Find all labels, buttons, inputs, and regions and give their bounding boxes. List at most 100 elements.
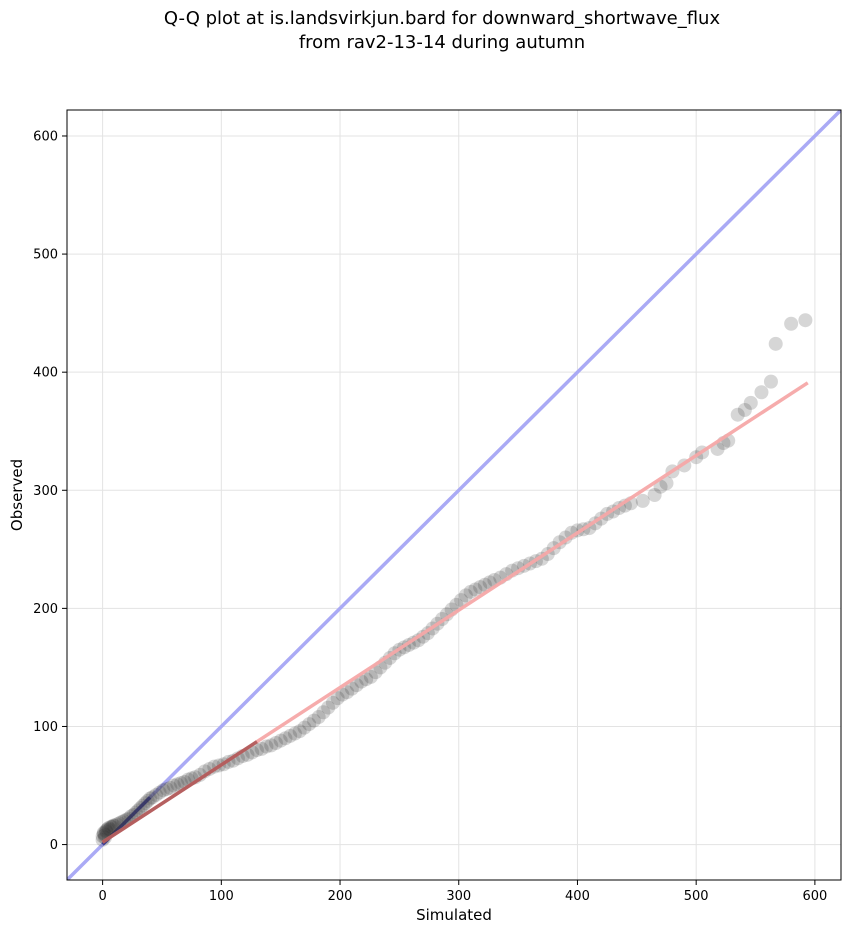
data-point-144 [763,374,778,389]
x-tick-label-0: 0 [98,889,106,904]
data-point-71 [325,695,340,710]
data-point-34 [159,782,174,797]
data-point-73 [335,687,350,702]
data-point-64 [292,724,307,739]
y-tick-label-1: 100 [33,720,58,735]
data-point-77 [354,674,369,689]
y-tick-label-2: 200 [33,602,58,617]
data-point-59 [268,736,283,751]
data-point-63 [287,726,302,741]
x-axis-label: Simulated [416,906,492,924]
data-point-13 [106,818,121,833]
data-point-6 [99,824,114,839]
y-axis-label: Observed [8,459,26,531]
data-point-62 [283,728,298,743]
data-point-37 [170,777,185,792]
data-point-75 [344,681,359,696]
data-point-130 [647,488,662,502]
data-point-98 [454,593,469,608]
fit-line-low-segment [101,740,258,844]
data-point-129 [635,493,650,508]
data-point-58 [264,738,279,753]
data-point-67 [306,713,321,728]
plot-frame [66,109,842,881]
y-axis-ticks: 0 100 200 300 400 500 600 [33,129,67,853]
data-point-14 [107,818,122,833]
data-point-147 [798,313,813,328]
data-point-28 [140,793,155,808]
data-point-26 [135,798,150,813]
data-point-15 [109,817,124,832]
data-point-36 [166,778,181,793]
data-point-142 [743,395,758,410]
y-tick-label-0: 0 [50,838,58,853]
data-point-69 [316,705,331,720]
data-point-45 [202,761,217,776]
data-point-95 [439,607,454,622]
data-point-3 [96,825,111,840]
data-point-31 [149,787,164,802]
x-tick-label-2: 200 [328,889,353,904]
data-point-33 [156,783,171,798]
x-tick-label-5: 500 [684,889,709,904]
x-axis-ticks: 0 100 200 300 400 500 600 [98,880,827,904]
data-point-102 [473,580,488,595]
data-point-66 [302,717,317,732]
x-tick-label-6: 600 [802,889,827,904]
data-point-65 [297,720,312,735]
data-point-55 [249,743,264,758]
x-tick-label-4: 400 [565,889,590,904]
data-point-27 [138,796,153,811]
data-point-61 [278,731,293,746]
data-point-145 [768,336,783,351]
data-point-35 [163,780,178,795]
data-point-74 [340,685,355,700]
data-point-78 [359,672,374,687]
data-point-9 [101,821,116,836]
data-point-8 [100,822,115,837]
data-point-25 [133,800,148,815]
data-point-100 [463,584,478,599]
data-point-57 [259,739,274,754]
y-tick-label-3: 300 [33,484,58,499]
data-point-146 [784,316,799,331]
data-point-16 [112,816,127,831]
y-tick-label-5: 500 [33,248,58,263]
data-point-23 [128,805,143,820]
identity-line [67,110,841,880]
data-point-79 [363,669,378,684]
data-point-30 [145,790,160,805]
data-point-141 [737,402,752,417]
data-point-60 [273,733,288,748]
data-point-4 [97,830,112,845]
data-point-12 [105,819,120,834]
data-point-32 [152,785,167,800]
data-point-143 [754,385,769,400]
data-point-90 [416,629,431,644]
x-tick-label-1: 100 [209,889,234,904]
data-point-56 [254,741,269,756]
data-point-140 [730,407,745,422]
data-point-50 [226,753,241,768]
data-point-103 [477,577,492,592]
data-point-29 [143,791,158,806]
data-point-70 [321,700,336,715]
data-point-132 [659,476,674,491]
data-point-72 [330,691,345,706]
data-point-76 [349,678,364,693]
grid-layer [67,110,841,880]
data-point-11 [103,819,118,834]
data-point-101 [468,582,483,597]
data-point-24 [131,803,146,818]
data-point-7 [99,823,114,838]
y-tick-label-6: 600 [33,129,58,144]
data-point-0 [95,832,110,847]
data-point-131 [653,479,668,494]
chart-title-line-1: Q-Q plot at is.landsvirkjun.bard for dow… [164,8,721,29]
y-tick-label-4: 400 [33,366,58,381]
data-point-10 [102,822,117,837]
data-point-68 [311,710,326,725]
x-tick-label-3: 300 [446,889,471,904]
